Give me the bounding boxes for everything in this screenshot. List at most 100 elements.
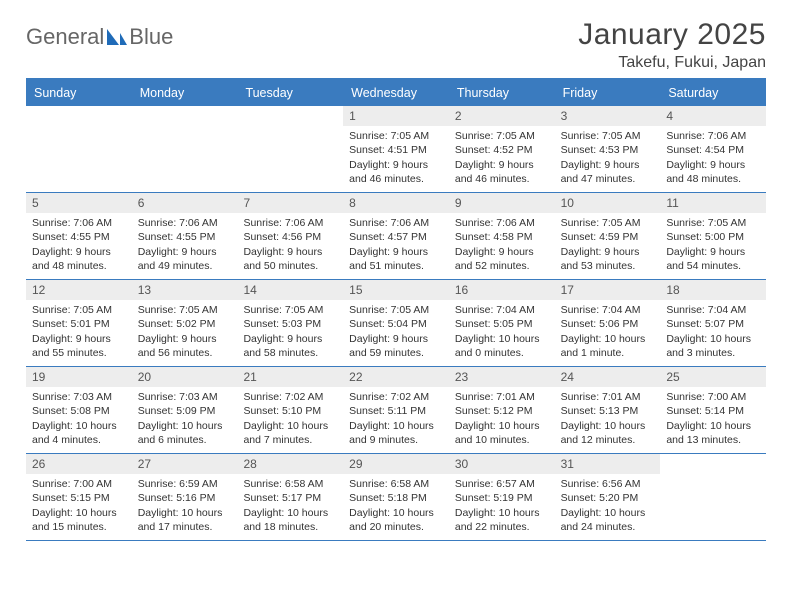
day-number: 28	[237, 454, 343, 474]
daylight-text: Daylight: 10 hours and 0 minutes.	[455, 332, 549, 360]
day-info: Sunrise: 7:06 AMSunset: 4:55 PMDaylight:…	[26, 216, 132, 273]
sunrise-text: Sunrise: 7:05 AM	[455, 129, 549, 143]
day-number: 8	[343, 193, 449, 213]
daylight-text: Daylight: 9 hours and 51 minutes.	[349, 245, 443, 273]
day-cell: 12Sunrise: 7:05 AMSunset: 5:01 PMDayligh…	[26, 280, 132, 366]
day-info: Sunrise: 7:06 AMSunset: 4:55 PMDaylight:…	[132, 216, 238, 273]
page-header: General Blue January 2025 Takefu, Fukui,…	[26, 18, 766, 72]
daylight-text: Daylight: 10 hours and 22 minutes.	[455, 506, 549, 534]
sunrise-text: Sunrise: 7:02 AM	[243, 390, 337, 404]
sunrise-text: Sunrise: 7:00 AM	[32, 477, 126, 491]
day-info: Sunrise: 7:05 AMSunset: 5:03 PMDaylight:…	[237, 303, 343, 360]
day-info: Sunrise: 6:58 AMSunset: 5:17 PMDaylight:…	[237, 477, 343, 534]
sunrise-text: Sunrise: 7:05 AM	[32, 303, 126, 317]
day-info: Sunrise: 6:56 AMSunset: 5:20 PMDaylight:…	[555, 477, 661, 534]
sunset-text: Sunset: 5:12 PM	[455, 404, 549, 418]
day-cell: 10Sunrise: 7:05 AMSunset: 4:59 PMDayligh…	[555, 193, 661, 279]
sunrise-text: Sunrise: 7:01 AM	[561, 390, 655, 404]
weekday-label: Monday	[132, 80, 238, 106]
day-cell: 4 Sunrise: 7:06 AMSunset: 4:54 PMDaylight…	[660, 106, 766, 192]
daylight-text: Daylight: 9 hours and 49 minutes.	[138, 245, 232, 273]
sunset-text: Sunset: 5:10 PM	[243, 404, 337, 418]
week-row: 1Sunrise: 7:05 AMSunset: 4:51 PMDaylight…	[26, 106, 766, 193]
day-info: Sunrise: 7:04 AMSunset: 5:05 PMDaylight:…	[449, 303, 555, 360]
title-block: January 2025 Takefu, Fukui, Japan	[578, 18, 766, 72]
day-cell: 19Sunrise: 7:03 AMSunset: 5:08 PMDayligh…	[26, 367, 132, 453]
daylight-text: Daylight: 9 hours and 46 minutes.	[349, 158, 443, 186]
day-number: 17	[555, 280, 661, 300]
day-number: 11	[660, 193, 766, 213]
day-info: Sunrise: 7:02 AMSunset: 5:10 PMDaylight:…	[237, 390, 343, 447]
sunrise-text: Sunrise: 6:57 AM	[455, 477, 549, 491]
daylight-text: Daylight: 9 hours and 54 minutes.	[666, 245, 760, 273]
daylight-text: Daylight: 9 hours and 48 minutes.	[666, 158, 760, 186]
day-cell	[660, 454, 766, 540]
day-info: Sunrise: 7:01 AMSunset: 5:12 PMDaylight:…	[449, 390, 555, 447]
day-cell: 5 Sunrise: 7:06 AMSunset: 4:55 PMDaylight…	[26, 193, 132, 279]
sunset-text: Sunset: 5:17 PM	[243, 491, 337, 505]
day-info: Sunrise: 7:05 AMSunset: 4:52 PMDaylight:…	[449, 129, 555, 186]
daylight-text: Daylight: 10 hours and 1 minute.	[561, 332, 655, 360]
sunset-text: Sunset: 5:13 PM	[561, 404, 655, 418]
day-number: 21	[237, 367, 343, 387]
day-info: Sunrise: 7:06 AMSunset: 4:54 PMDaylight:…	[660, 129, 766, 186]
sunset-text: Sunset: 4:58 PM	[455, 230, 549, 244]
location-label: Takefu, Fukui, Japan	[578, 54, 766, 72]
sunset-text: Sunset: 5:04 PM	[349, 317, 443, 331]
day-info: Sunrise: 7:02 AMSunset: 5:11 PMDaylight:…	[343, 390, 449, 447]
sail-icon	[105, 27, 127, 47]
day-cell: 29 Sunrise: 6:58 AMSunset: 5:18 PMDayligh…	[343, 454, 449, 540]
calendar: Sunday Monday Tuesday Wednesday Thursday…	[26, 78, 766, 541]
day-number: 2	[449, 106, 555, 126]
day-number: 22	[343, 367, 449, 387]
sunset-text: Sunset: 5:01 PM	[32, 317, 126, 331]
day-number: 29	[343, 454, 449, 474]
day-number: 14	[237, 280, 343, 300]
sunrise-text: Sunrise: 7:05 AM	[349, 303, 443, 317]
day-info: Sunrise: 7:05 AMSunset: 4:59 PMDaylight:…	[555, 216, 661, 273]
day-cell	[237, 106, 343, 192]
day-cell: 3Sunrise: 7:05 AMSunset: 4:53 PMDaylight…	[555, 106, 661, 192]
daylight-text: Daylight: 10 hours and 20 minutes.	[349, 506, 443, 534]
day-cell: 22 Sunrise: 7:02 AMSunset: 5:11 PMDayligh…	[343, 367, 449, 453]
day-cell: 20Sunrise: 7:03 AMSunset: 5:09 PMDayligh…	[132, 367, 238, 453]
day-info: Sunrise: 7:05 AMSunset: 4:53 PMDaylight:…	[555, 129, 661, 186]
sunset-text: Sunset: 5:20 PM	[561, 491, 655, 505]
day-number: 18	[660, 280, 766, 300]
day-number: 7	[237, 193, 343, 213]
daylight-text: Daylight: 9 hours and 46 minutes.	[455, 158, 549, 186]
day-cell: 17Sunrise: 7:04 AMSunset: 5:06 PMDayligh…	[555, 280, 661, 366]
day-cell: 9Sunrise: 7:06 AMSunset: 4:58 PMDaylight…	[449, 193, 555, 279]
sunset-text: Sunset: 5:05 PM	[455, 317, 549, 331]
sunrise-text: Sunrise: 7:06 AM	[349, 216, 443, 230]
sunset-text: Sunset: 5:09 PM	[138, 404, 232, 418]
day-cell: 15Sunrise: 7:05 AMSunset: 5:04 PMDayligh…	[343, 280, 449, 366]
day-info: Sunrise: 7:05 AMSunset: 5:02 PMDaylight:…	[132, 303, 238, 360]
day-number: 12	[26, 280, 132, 300]
sunset-text: Sunset: 5:00 PM	[666, 230, 760, 244]
day-number: 4	[660, 106, 766, 126]
daylight-text: Daylight: 9 hours and 52 minutes.	[455, 245, 549, 273]
weeks-container: 1Sunrise: 7:05 AMSunset: 4:51 PMDaylight…	[26, 106, 766, 541]
month-title: January 2025	[578, 18, 766, 52]
sunrise-text: Sunrise: 7:05 AM	[243, 303, 337, 317]
day-cell: 1Sunrise: 7:05 AMSunset: 4:51 PMDaylight…	[343, 106, 449, 192]
day-info: Sunrise: 6:58 AMSunset: 5:18 PMDaylight:…	[343, 477, 449, 534]
sunset-text: Sunset: 4:56 PM	[243, 230, 337, 244]
day-info: Sunrise: 7:06 AMSunset: 4:56 PMDaylight:…	[237, 216, 343, 273]
day-number: 25	[660, 367, 766, 387]
day-info: Sunrise: 7:03 AMSunset: 5:08 PMDaylight:…	[26, 390, 132, 447]
day-info: Sunrise: 7:04 AMSunset: 5:07 PMDaylight:…	[660, 303, 766, 360]
sunrise-text: Sunrise: 7:06 AM	[32, 216, 126, 230]
day-cell: 13Sunrise: 7:05 AMSunset: 5:02 PMDayligh…	[132, 280, 238, 366]
day-cell: 16Sunrise: 7:04 AMSunset: 5:05 PMDayligh…	[449, 280, 555, 366]
sunset-text: Sunset: 5:11 PM	[349, 404, 443, 418]
day-number: 5	[26, 193, 132, 213]
weekday-label: Friday	[555, 80, 661, 106]
sunrise-text: Sunrise: 7:05 AM	[561, 129, 655, 143]
day-cell: 31Sunrise: 6:56 AMSunset: 5:20 PMDayligh…	[555, 454, 661, 540]
sunset-text: Sunset: 5:18 PM	[349, 491, 443, 505]
sunrise-text: Sunrise: 7:05 AM	[666, 216, 760, 230]
daylight-text: Daylight: 9 hours and 47 minutes.	[561, 158, 655, 186]
daylight-text: Daylight: 10 hours and 4 minutes.	[32, 419, 126, 447]
